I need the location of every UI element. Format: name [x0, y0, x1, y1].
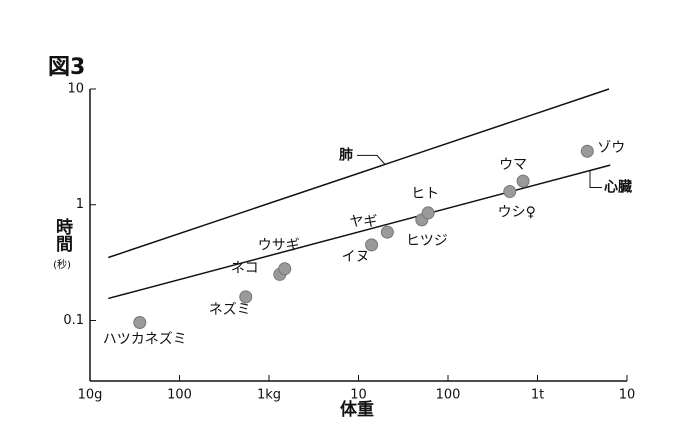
point-label: イヌ: [342, 249, 370, 265]
point-label: ウシ♀: [498, 205, 536, 221]
leader-line: [589, 170, 602, 188]
point-label: ウマ: [499, 157, 527, 173]
point-label: ゾウ: [597, 140, 625, 156]
x-tick-label: 100: [167, 388, 192, 403]
x-tick-label: 10: [619, 388, 636, 403]
point-label: ハツカネズミ: [103, 332, 187, 348]
x-tick-label: 1kg: [257, 388, 281, 403]
y-axis-unit: (秒): [53, 258, 71, 271]
leader-line: [357, 154, 386, 165]
point-label: ヒト: [411, 186, 439, 202]
fit-line: [108, 88, 610, 259]
x-tick-label: 1t: [531, 388, 544, 403]
data-point: [421, 206, 435, 220]
x-tick-label: 100: [436, 388, 461, 403]
fit-line: [108, 164, 611, 300]
point-label: ネコ: [231, 260, 259, 276]
data-point: [133, 316, 147, 330]
data-point: [278, 262, 292, 276]
data-point: [380, 225, 394, 239]
point-label: ヤギ: [349, 214, 377, 230]
chart-title: 図3: [48, 55, 85, 80]
y-tick-label: 1: [76, 197, 84, 212]
data-point: [239, 290, 253, 304]
data-point: [503, 185, 517, 199]
data-point: [516, 174, 530, 188]
point-label: ヒツジ: [406, 233, 448, 249]
line-label: 心臓: [604, 178, 632, 195]
line-label: 肺: [339, 147, 353, 163]
x-axis-label: 体重: [340, 399, 374, 420]
point-label: ウサギ: [258, 238, 300, 254]
data-point: [365, 238, 379, 252]
y-tick-label: 10: [67, 82, 84, 97]
x-tick-label: 10g: [78, 388, 103, 403]
y-tick-label: 0.1: [63, 313, 84, 328]
y-axis-label: 時間: [52, 217, 73, 253]
data-point: [580, 144, 594, 158]
point-label: ネズミ: [209, 302, 251, 318]
x-tick-label: 10: [350, 388, 367, 403]
